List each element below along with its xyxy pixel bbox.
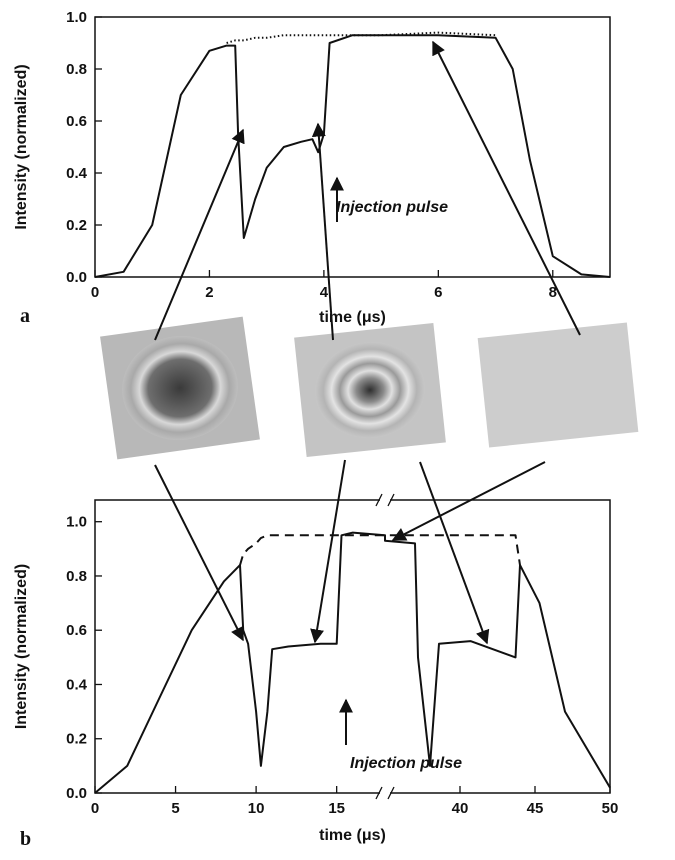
y-tick-label: 0.4 [66, 165, 88, 182]
annotation: Injection pulse [350, 755, 462, 772]
y-tick-label: 0.4 [66, 676, 88, 693]
y-tick-label: 0.2 [66, 731, 87, 748]
y-tick-label: 1.0 [66, 514, 87, 531]
data-line [240, 535, 520, 565]
figure: 0.0 0.2 0.4 0.6 0.8 1.0 0 2 4 6 8 time (μs) Intensit… [0, 0, 675, 855]
x-tick-label: 6 [434, 284, 442, 301]
x-tick-label: 4 [320, 284, 329, 301]
x-tick-label: 0 [91, 284, 99, 301]
panel-label: a [20, 305, 30, 327]
y-tick-label: 0.2 [66, 217, 87, 234]
y-tick-label: 0.8 [66, 568, 87, 585]
x-tick-label: 2 [205, 284, 213, 301]
surface-image [294, 323, 446, 457]
x-axis-label: time (μs) [319, 827, 386, 844]
x-tick-label: 8 [549, 284, 557, 301]
data-line [227, 33, 496, 43]
annotation: Injection pulse [336, 199, 448, 216]
x-tick-label: 5 [171, 800, 179, 817]
x-tick-label: 50 [602, 800, 619, 817]
y-tick-label: 0.6 [66, 622, 87, 639]
plot-frame [95, 500, 610, 793]
y-tick-label: 0.0 [66, 785, 87, 802]
x-axis-label: time (μs) [319, 309, 386, 326]
plot-frame [95, 17, 610, 277]
x-tick-label: 15 [328, 800, 345, 817]
x-tick-label: 10 [248, 800, 265, 817]
y-tick-label: 0.6 [66, 113, 87, 130]
y-tick-label: 0.8 [66, 61, 87, 78]
surface-image [100, 317, 260, 460]
x-tick-label: 45 [527, 800, 544, 817]
x-tick-label: 0 [91, 800, 99, 817]
y-tick-label: 1.0 [66, 9, 87, 26]
data-line [95, 533, 610, 793]
y-axis-label: Intensity (normalized) [13, 64, 30, 229]
y-tick-label: 0.0 [66, 269, 87, 286]
panel-label: b [20, 828, 31, 850]
y-axis-label: Intensity (normalized) [13, 564, 30, 729]
surface-image [478, 322, 639, 447]
x-tick-label: 40 [452, 800, 469, 817]
